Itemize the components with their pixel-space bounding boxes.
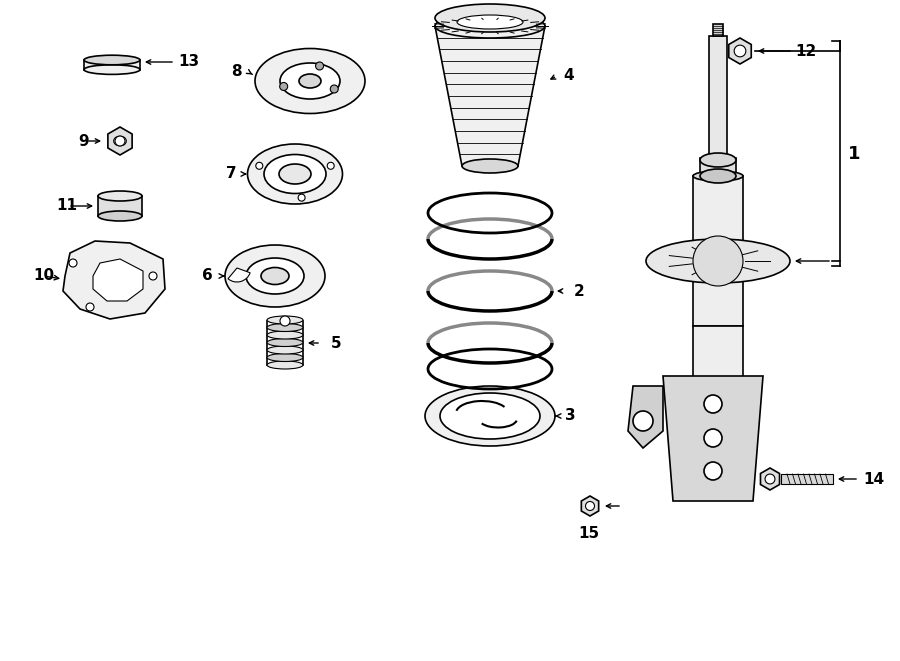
Text: 14: 14 xyxy=(863,471,884,486)
Ellipse shape xyxy=(84,65,140,75)
Text: 10: 10 xyxy=(33,268,54,284)
Ellipse shape xyxy=(279,164,311,184)
Ellipse shape xyxy=(267,331,303,339)
Ellipse shape xyxy=(248,144,343,204)
Circle shape xyxy=(256,163,263,169)
Ellipse shape xyxy=(84,56,140,65)
Ellipse shape xyxy=(267,338,303,346)
Polygon shape xyxy=(628,386,663,448)
Ellipse shape xyxy=(280,63,340,99)
Circle shape xyxy=(280,83,288,91)
Text: 11: 11 xyxy=(56,198,77,214)
Text: 13: 13 xyxy=(178,54,199,69)
Ellipse shape xyxy=(264,155,326,194)
Circle shape xyxy=(704,429,722,447)
Text: 15: 15 xyxy=(578,527,599,541)
Polygon shape xyxy=(108,127,132,155)
Circle shape xyxy=(633,411,653,431)
Bar xyxy=(700,158,736,176)
Circle shape xyxy=(704,462,722,480)
Circle shape xyxy=(280,316,290,326)
Ellipse shape xyxy=(457,15,523,29)
Ellipse shape xyxy=(98,211,142,221)
Text: 6: 6 xyxy=(202,268,213,284)
Ellipse shape xyxy=(113,136,126,146)
Circle shape xyxy=(298,194,305,201)
Polygon shape xyxy=(581,496,598,516)
Circle shape xyxy=(330,85,338,93)
Ellipse shape xyxy=(267,354,303,362)
Bar xyxy=(709,36,727,166)
Text: 5: 5 xyxy=(331,336,342,350)
Ellipse shape xyxy=(646,239,790,283)
Text: 9: 9 xyxy=(78,134,88,149)
Polygon shape xyxy=(663,376,763,501)
Ellipse shape xyxy=(693,171,743,181)
Ellipse shape xyxy=(267,346,303,354)
Polygon shape xyxy=(760,468,779,490)
Ellipse shape xyxy=(261,268,289,284)
Text: 1: 1 xyxy=(848,145,860,163)
Ellipse shape xyxy=(462,159,518,173)
Ellipse shape xyxy=(98,191,142,201)
Circle shape xyxy=(115,136,125,146)
Circle shape xyxy=(86,303,94,311)
Text: 8: 8 xyxy=(231,63,242,79)
Polygon shape xyxy=(435,26,545,166)
Ellipse shape xyxy=(440,393,540,439)
Ellipse shape xyxy=(425,386,555,446)
Circle shape xyxy=(69,259,77,267)
Text: 4: 4 xyxy=(563,69,573,83)
Ellipse shape xyxy=(255,48,365,114)
Polygon shape xyxy=(93,259,143,301)
Bar xyxy=(98,196,142,216)
Circle shape xyxy=(704,395,722,413)
Bar xyxy=(781,474,833,484)
Ellipse shape xyxy=(435,4,545,32)
Text: 3: 3 xyxy=(565,408,576,424)
Circle shape xyxy=(693,236,743,286)
Circle shape xyxy=(586,502,595,510)
Text: 12: 12 xyxy=(795,44,816,59)
Polygon shape xyxy=(63,241,165,319)
Circle shape xyxy=(734,45,746,57)
Polygon shape xyxy=(729,38,751,64)
Ellipse shape xyxy=(435,14,545,38)
Circle shape xyxy=(316,62,324,70)
Ellipse shape xyxy=(700,153,736,167)
Circle shape xyxy=(765,474,775,484)
Circle shape xyxy=(328,163,334,169)
Text: 7: 7 xyxy=(227,167,237,182)
Bar xyxy=(84,60,140,69)
Bar xyxy=(693,176,743,326)
Wedge shape xyxy=(228,268,250,282)
Ellipse shape xyxy=(225,245,325,307)
Ellipse shape xyxy=(246,258,304,294)
Bar xyxy=(693,326,743,471)
Ellipse shape xyxy=(267,361,303,369)
Ellipse shape xyxy=(700,169,736,183)
Ellipse shape xyxy=(267,323,303,332)
Bar xyxy=(713,24,723,36)
Text: 2: 2 xyxy=(574,284,585,299)
Ellipse shape xyxy=(267,316,303,324)
Circle shape xyxy=(149,272,157,280)
Ellipse shape xyxy=(299,74,321,88)
